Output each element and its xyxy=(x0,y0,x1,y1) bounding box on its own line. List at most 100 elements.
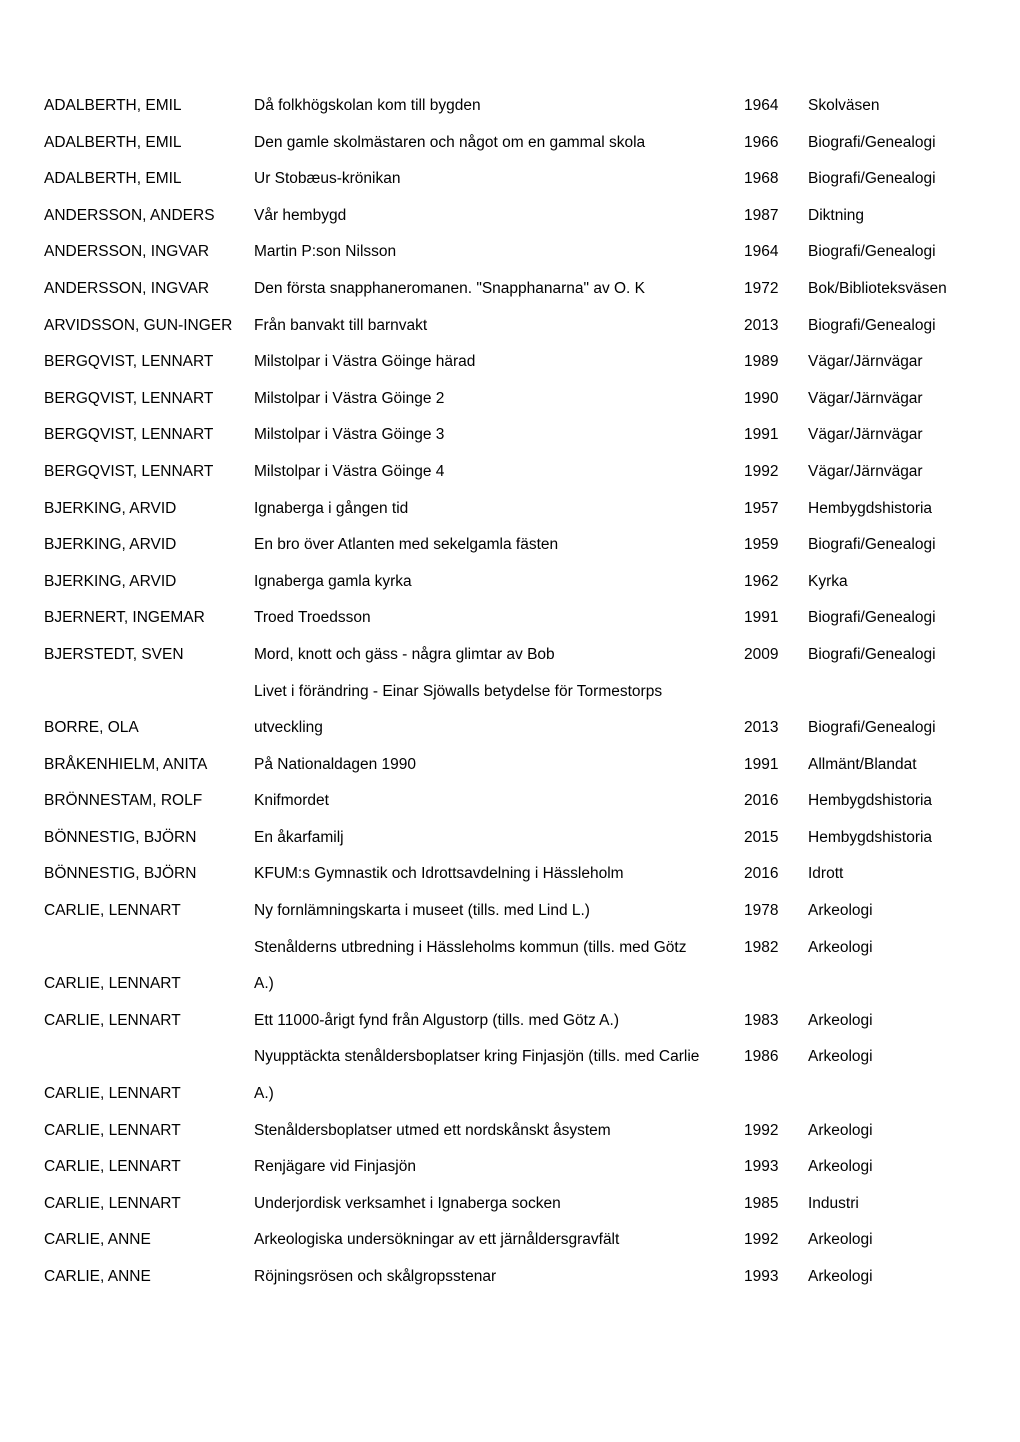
cell-year: 1957 xyxy=(744,491,808,528)
cell-category xyxy=(808,674,976,711)
cell-title: Milstolpar i Västra Göinge 4 xyxy=(254,454,744,491)
cell-author: CARLIE, LENNART xyxy=(44,1113,254,1150)
cell-title: Livet i förändring - Einar Sjöwalls bety… xyxy=(254,674,744,711)
table-row: BRÖNNESTAM, ROLFKnifmordet2016Hembygdshi… xyxy=(44,783,976,820)
cell-category: Arkeologi xyxy=(808,1003,976,1040)
cell-year: 1983 xyxy=(744,1003,808,1040)
cell-title: En bro över Atlanten med sekelgamla fäst… xyxy=(254,527,744,564)
table-row: ARVIDSSON, GUN-INGERFrån banvakt till ba… xyxy=(44,308,976,345)
cell-author: CARLIE, ANNE xyxy=(44,1222,254,1259)
cell-title: Stenåldersboplatser utmed ett nordskånsk… xyxy=(254,1113,744,1150)
table-row: ADALBERTH, EMILDen gamle skolmästaren oc… xyxy=(44,125,976,162)
cell-title: KFUM:s Gymnastik och Idrottsavdelning i … xyxy=(254,856,744,893)
cell-year: 2013 xyxy=(744,710,808,747)
cell-title: utveckling xyxy=(254,710,744,747)
cell-title: Troed Troedsson xyxy=(254,600,744,637)
cell-author: BJERKING, ARVID xyxy=(44,564,254,601)
cell-category xyxy=(808,1076,976,1113)
table-row: BJERNERT, INGEMARTroed Troedsson1991Biog… xyxy=(44,600,976,637)
cell-year: 1966 xyxy=(744,125,808,162)
cell-author: CARLIE, LENNART xyxy=(44,893,254,930)
table-row: ADALBERTH, EMILDå folkhögskolan kom till… xyxy=(44,88,976,125)
cell-category: Vägar/Järnvägar xyxy=(808,417,976,454)
cell-author: CARLIE, ANNE xyxy=(44,1259,254,1296)
table-row: CARLIE, LENNARTStenåldersboplatser utmed… xyxy=(44,1113,976,1150)
cell-title: Mord, knott och gäss - några glimtar av … xyxy=(254,637,744,674)
cell-year: 1964 xyxy=(744,234,808,271)
cell-title: A.) xyxy=(254,966,744,1003)
cell-year: 2015 xyxy=(744,820,808,857)
cell-author: CARLIE, LENNART xyxy=(44,1076,254,1113)
table-row: Stenålderns utbredning i Hässleholms kom… xyxy=(44,930,976,967)
table-row: BJERKING, ARVIDIgnaberga gamla kyrka1962… xyxy=(44,564,976,601)
cell-title: Underjordisk verksamhet i Ignaberga sock… xyxy=(254,1186,744,1223)
table-row: Nyupptäckta stenåldersboplatser kring Fi… xyxy=(44,1039,976,1076)
table-row: CARLIE, LENNARTNy fornlämningskarta i mu… xyxy=(44,893,976,930)
table-row: BORRE, OLAutveckling2013Biografi/Genealo… xyxy=(44,710,976,747)
cell-year: 2009 xyxy=(744,637,808,674)
cell-title: Den första snapphaneromanen. "Snapphanar… xyxy=(254,271,744,308)
table-row: CARLIE, LENNARTA.) xyxy=(44,1076,976,1113)
cell-author: BRÖNNESTAM, ROLF xyxy=(44,783,254,820)
cell-category: Kyrka xyxy=(808,564,976,601)
table-row: ANDERSSON, INGVARDen första snapphanerom… xyxy=(44,271,976,308)
cell-category: Arkeologi xyxy=(808,893,976,930)
cell-year: 1972 xyxy=(744,271,808,308)
cell-year: 1992 xyxy=(744,1222,808,1259)
cell-title: Stenålderns utbredning i Hässleholms kom… xyxy=(254,930,744,967)
cell-category: Biografi/Genealogi xyxy=(808,125,976,162)
cell-author: BÖNNESTIG, BJÖRN xyxy=(44,820,254,857)
cell-title: A.) xyxy=(254,1076,744,1113)
cell-author: BERGQVIST, LENNART xyxy=(44,344,254,381)
cell-year: 2016 xyxy=(744,856,808,893)
cell-category: Idrott xyxy=(808,856,976,893)
cell-category: Bok/Biblioteksväsen xyxy=(808,271,976,308)
cell-year: 1993 xyxy=(744,1259,808,1296)
cell-title: Milstolpar i Västra Göinge 3 xyxy=(254,417,744,454)
cell-year: 1985 xyxy=(744,1186,808,1223)
cell-category: Vägar/Järnvägar xyxy=(808,381,976,418)
cell-title: Ny fornlämningskarta i museet (tills. me… xyxy=(254,893,744,930)
table-row: ANDERSSON, INGVARMartin P:son Nilsson196… xyxy=(44,234,976,271)
table-row: BERGQVIST, LENNARTMilstolpar i Västra Gö… xyxy=(44,344,976,381)
cell-year: 2013 xyxy=(744,308,808,345)
table-row: BÖNNESTIG, BJÖRNKFUM:s Gymnastik och Idr… xyxy=(44,856,976,893)
cell-author: CARLIE, LENNART xyxy=(44,966,254,1003)
cell-author: BJERKING, ARVID xyxy=(44,527,254,564)
cell-title: Arkeologiska undersökningar av ett järnå… xyxy=(254,1222,744,1259)
cell-category xyxy=(808,966,976,1003)
cell-title: Vår hembygd xyxy=(254,198,744,235)
cell-title: Martin P:son Nilsson xyxy=(254,234,744,271)
cell-category: Biografi/Genealogi xyxy=(808,600,976,637)
table-row: BJERSTEDT, SVENMord, knott och gäss - nå… xyxy=(44,637,976,674)
table-row: CARLIE, ANNEArkeologiska undersökningar … xyxy=(44,1222,976,1259)
cell-category: Biografi/Genealogi xyxy=(808,637,976,674)
cell-title: Milstolpar i Västra Göinge 2 xyxy=(254,381,744,418)
cell-category: Biografi/Genealogi xyxy=(808,234,976,271)
cell-author: ANDERSSON, INGVAR xyxy=(44,234,254,271)
cell-category: Arkeologi xyxy=(808,1149,976,1186)
cell-author: BJERKING, ARVID xyxy=(44,491,254,528)
table-row: CARLIE, LENNARTEtt 11000-årigt fynd från… xyxy=(44,1003,976,1040)
table-row: CARLIE, LENNARTA.) xyxy=(44,966,976,1003)
cell-year: 1986 xyxy=(744,1039,808,1076)
cell-category: Allmänt/Blandat xyxy=(808,747,976,784)
cell-category: Hembygdshistoria xyxy=(808,783,976,820)
cell-category: Biografi/Genealogi xyxy=(808,308,976,345)
cell-title: Ignaberga gamla kyrka xyxy=(254,564,744,601)
cell-year: 1993 xyxy=(744,1149,808,1186)
cell-category: Industri xyxy=(808,1186,976,1223)
cell-title: Renjägare vid Finjasjön xyxy=(254,1149,744,1186)
table-row: BERGQVIST, LENNARTMilstolpar i Västra Gö… xyxy=(44,454,976,491)
cell-author: CARLIE, LENNART xyxy=(44,1149,254,1186)
cell-author: ANDERSSON, INGVAR xyxy=(44,271,254,308)
table-row: Livet i förändring - Einar Sjöwalls bety… xyxy=(44,674,976,711)
cell-year: 1959 xyxy=(744,527,808,564)
cell-author: BERGQVIST, LENNART xyxy=(44,381,254,418)
cell-category: Biografi/Genealogi xyxy=(808,527,976,564)
cell-category: Biografi/Genealogi xyxy=(808,161,976,198)
table-row: ANDERSSON, ANDERSVår hembygd1987Diktning xyxy=(44,198,976,235)
cell-title: Ignaberga i gången tid xyxy=(254,491,744,528)
document-page: ADALBERTH, EMILDå folkhögskolan kom till… xyxy=(0,0,1020,1356)
cell-title: Milstolpar i Västra Göinge härad xyxy=(254,344,744,381)
